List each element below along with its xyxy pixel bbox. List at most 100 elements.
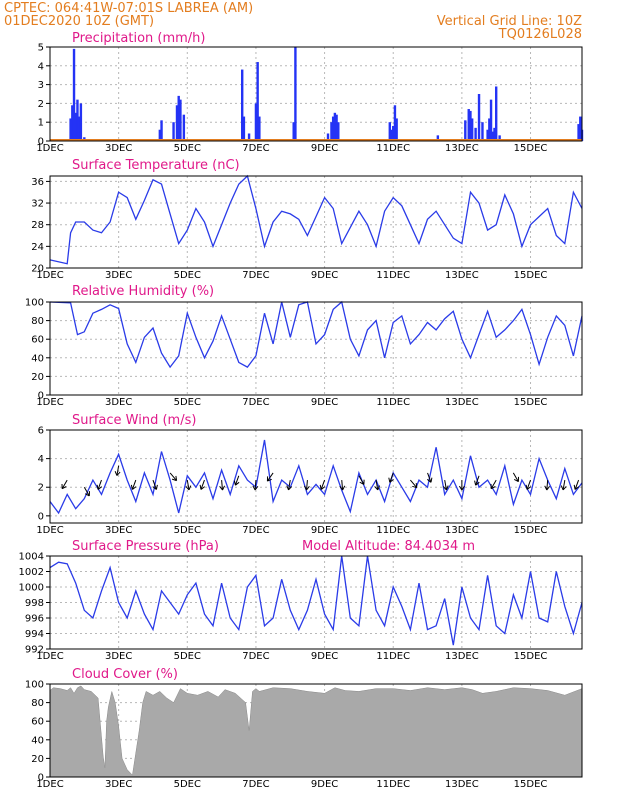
x-tick-label: 5DEC (174, 270, 201, 281)
wind-arrow (61, 479, 68, 489)
precipitation-bar (477, 94, 481, 141)
x-tick-label: 5DEC (174, 397, 201, 408)
x-tick-label: 13DEC (445, 525, 479, 536)
precipitation-bar (179, 99, 182, 141)
header-station: CPTEC: 064:41W-07:01S LABREA (AM) (4, 1, 253, 16)
y-tick-label: 28 (31, 220, 44, 231)
x-tick-label: 13DEC (445, 651, 479, 662)
wind-arrow-head (185, 485, 192, 491)
x-tick-label: 5DEC (174, 143, 201, 154)
x-tick-label: 3DEC (105, 525, 132, 536)
precipitation-baseline (50, 139, 582, 141)
wind-arrow (200, 479, 205, 490)
x-tick-label: 11DEC (376, 779, 410, 790)
wind-arrow-head (525, 484, 532, 490)
temp-series-line (49, 174, 583, 265)
precipitation-bar (474, 127, 477, 141)
precipitation-bar (256, 62, 259, 141)
rh-series-line (49, 300, 583, 369)
wind-arrow (186, 479, 190, 491)
wind-arrow (444, 479, 447, 491)
wind-arrow (288, 479, 291, 491)
wind-arrow-head (319, 484, 326, 490)
y-tick-label: 0 (38, 511, 44, 522)
x-tick-label: 1DEC (36, 525, 63, 536)
wind-panel: Surface Wind (m/s) 1DEC 3DEC 5DEC 7DEC 9DEC 1… (36, 413, 583, 536)
wind-arrow-head (130, 484, 137, 490)
precipitation-bar (337, 122, 340, 141)
wind-arrow (306, 480, 308, 491)
precipitation-bar (494, 86, 498, 141)
x-tick-label: 1DEC (36, 270, 63, 281)
precipitation-bar (71, 105, 74, 141)
x-tick-label: 9DEC (311, 651, 338, 662)
wind-arrow-head (412, 483, 418, 489)
wind-arrow-head (152, 484, 158, 490)
precipitation-bar (436, 135, 440, 141)
y-tick-label: 40 (31, 353, 44, 364)
wind-arrow (152, 479, 157, 490)
y-tick-label: 2 (38, 483, 44, 494)
wind-arrow (221, 480, 223, 491)
precipitation-bar (488, 118, 491, 141)
wind-arrow-head (286, 485, 293, 491)
x-tick-label: 11DEC (376, 270, 410, 281)
y-tick-label: 20 (31, 372, 44, 383)
x-tick-label: 13DEC (445, 779, 479, 790)
x-tick-label: 11DEC (376, 651, 410, 662)
y-tick-label: 100 (25, 680, 44, 691)
x-tick-label: 11DEC (376, 143, 410, 154)
precipitation-bar (467, 109, 470, 141)
y-tick-label: 80 (31, 698, 44, 709)
precipitation-bar (242, 116, 246, 141)
precipitation-bar (158, 129, 162, 141)
wind-arrow-head (442, 485, 449, 491)
pressure-title: Surface Pressure (hPa) (72, 539, 219, 554)
wind-arrow (475, 475, 480, 486)
wind-arrow (358, 475, 365, 485)
y-tick-label: 20 (31, 754, 44, 765)
x-tick-label: 7DEC (242, 651, 269, 662)
precipitation-bar (481, 122, 484, 141)
y-tick-label: 60 (31, 335, 44, 346)
y-tick-label: 20 (31, 264, 44, 275)
wind-arrow (320, 479, 326, 490)
x-tick-label: 3DEC (105, 779, 132, 790)
y-tick-label: 994 (25, 629, 44, 640)
precipitation-bar (292, 122, 295, 141)
precipitation-bar (493, 127, 496, 141)
wind-arrow (131, 479, 137, 490)
x-tick-label: 5DEC (174, 779, 201, 790)
wind-arrow (389, 472, 394, 483)
x-tick-label: 3DEC (105, 143, 132, 154)
header-datetime: 01DEC2020 10Z (GMT) (4, 14, 154, 29)
x-tick-label: 9DEC (311, 779, 338, 790)
wind-arrow (116, 465, 120, 476)
wind-arrow (341, 480, 344, 491)
wind-arrow-head (374, 485, 381, 491)
precipitation-bar (241, 69, 244, 141)
precipitation-bar (74, 112, 77, 141)
precipitation-bar (388, 122, 391, 141)
y-tick-label: 4 (38, 61, 44, 72)
humidity-panel: Relative Humidity (%) 1DEC 3DEC 5DEC 7DEC 9D… (25, 284, 583, 408)
wind-arrow (410, 479, 418, 489)
precipitation-bar (69, 118, 72, 141)
precipitation-bar (498, 135, 501, 141)
x-tick-label: 9DEC (311, 270, 338, 281)
header-model: TQ0126L028 (498, 27, 582, 42)
precipitation-bar (326, 133, 330, 141)
wind-arrow (427, 472, 432, 483)
cloud-cover-area (49, 685, 583, 778)
pressure-panel: Surface Pressure (hPa) Model Altitude: 8… (19, 539, 583, 662)
wind-arrow (83, 486, 90, 497)
x-tick-label: 9DEC (311, 397, 338, 408)
wind-arrow (574, 479, 580, 490)
x-tick-label: 3DEC (105, 397, 132, 408)
x-tick-label: 15DEC (514, 270, 548, 281)
wind-arrow-head (573, 484, 580, 490)
precipitation-bar (160, 120, 163, 141)
pres-series-line (49, 555, 583, 646)
y-tick-label: 1000 (19, 583, 44, 594)
